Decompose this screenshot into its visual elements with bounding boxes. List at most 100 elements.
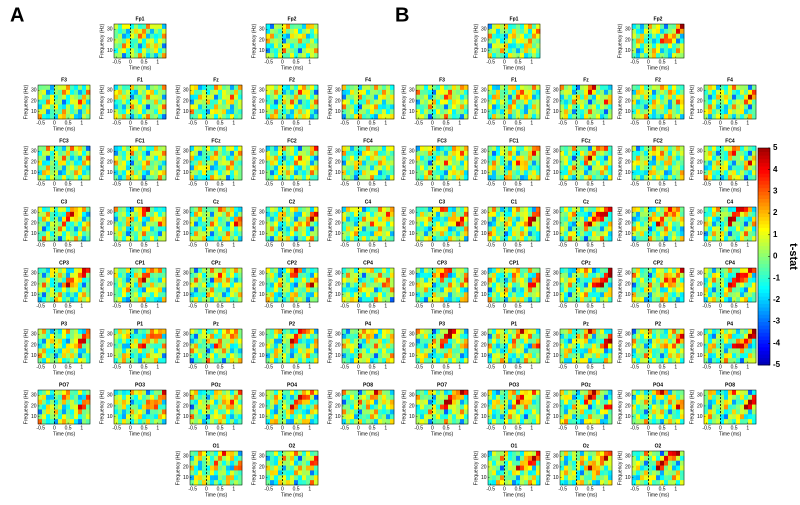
tf-cell <box>238 404 243 410</box>
tf-cell <box>198 211 203 218</box>
x-tick-label: -0.5 <box>112 59 121 65</box>
tf-cell <box>290 419 295 425</box>
tf-cell <box>206 419 211 425</box>
tf-cell <box>374 226 379 232</box>
tf-cell <box>274 170 279 176</box>
tf-cell <box>278 170 283 176</box>
tf-cell <box>154 43 159 49</box>
tf-cell <box>218 146 223 152</box>
tf-cell <box>270 358 275 364</box>
tf-cell <box>504 85 509 91</box>
tf-cell <box>362 231 367 237</box>
y-tick-label: 30 <box>31 149 37 155</box>
tf-cell <box>492 38 497 44</box>
tf-cell <box>366 338 371 344</box>
tf-cell <box>580 155 585 161</box>
tf-cell <box>346 287 351 293</box>
tf-cell <box>230 414 235 420</box>
tf-cell <box>572 146 577 152</box>
tf-cell <box>354 221 359 227</box>
tf-cell <box>584 89 589 96</box>
tf-cell <box>46 268 51 274</box>
tf-cell <box>382 175 387 181</box>
tf-cell <box>50 353 55 359</box>
tf-cell <box>608 160 613 166</box>
tf-cell <box>142 216 147 222</box>
tf-cell <box>226 109 231 115</box>
y-tick-label: 30 <box>259 149 265 155</box>
tf-cell <box>496 150 501 157</box>
tf-cell <box>230 207 235 213</box>
tf-cell <box>512 89 517 96</box>
tf-cell <box>130 94 135 100</box>
tf-cell <box>294 409 299 415</box>
tf-cell <box>306 216 311 222</box>
tf-cell <box>378 277 383 283</box>
tf-cell <box>46 221 51 227</box>
channel-title: P1 <box>137 321 143 327</box>
tf-cell <box>346 109 351 115</box>
tf-cell <box>142 292 147 298</box>
tf-cell <box>150 390 155 396</box>
tf-cell <box>270 455 275 462</box>
tf-cell <box>274 89 279 96</box>
tf-cell <box>676 114 681 120</box>
tf-cell <box>358 333 363 340</box>
tf-cell <box>386 175 391 181</box>
x-tick-label: 1 <box>384 120 387 126</box>
tf-cell <box>382 109 387 115</box>
tf-cell <box>118 221 123 227</box>
channel-title: F2 <box>655 77 661 83</box>
tf-cell <box>286 329 291 335</box>
tf-cell <box>42 277 47 283</box>
tf-cell <box>234 358 239 364</box>
tf-cell <box>524 104 529 110</box>
tf-cell <box>134 85 139 91</box>
tf-cell <box>126 170 131 176</box>
x-tick-label: 0.5 <box>217 120 224 126</box>
tf-cell <box>126 38 131 44</box>
tf-cell <box>274 282 279 288</box>
tf-cell <box>310 109 315 115</box>
tf-cell <box>528 146 533 152</box>
tf-cell <box>520 53 525 59</box>
tf-cell <box>592 155 597 161</box>
tf-cell <box>382 216 387 222</box>
y-tick-label: 20 <box>481 159 487 165</box>
tf-cell <box>390 155 395 161</box>
tf-cell <box>440 89 445 96</box>
tf-cell <box>226 85 231 91</box>
tf-cell <box>488 94 493 100</box>
y-axis-label: Frequency (Hz) <box>401 145 407 180</box>
tf-cell <box>226 465 231 471</box>
tf-cell <box>504 38 509 44</box>
tf-cell <box>162 99 167 105</box>
tf-cell <box>70 394 75 401</box>
tf-cell <box>226 470 231 476</box>
y-tick-label: 30 <box>481 27 487 33</box>
tf-cell <box>74 343 79 349</box>
tf-cell <box>740 85 745 91</box>
tf-cell <box>142 165 147 171</box>
tf-cell <box>488 28 493 35</box>
tf-cell <box>218 297 223 303</box>
tf-cell <box>302 53 307 59</box>
tf-cell <box>82 236 87 242</box>
tf-cell <box>704 114 709 120</box>
tf-cell <box>70 211 75 218</box>
tf-cell <box>146 236 151 242</box>
tf-cell <box>680 48 685 54</box>
tf-cell <box>644 175 649 181</box>
tf-cell <box>604 94 609 100</box>
tf-cell <box>74 282 79 288</box>
tf-cell <box>362 409 367 415</box>
tf-cell <box>656 48 661 54</box>
tf-cell <box>62 287 67 293</box>
tf-cell <box>564 146 569 152</box>
tf-cell <box>440 85 445 91</box>
tf-cell <box>564 114 569 120</box>
tf-cell <box>370 99 375 105</box>
tf-cell <box>54 165 59 171</box>
tf-cell <box>234 282 239 288</box>
tf-cell <box>58 338 63 344</box>
